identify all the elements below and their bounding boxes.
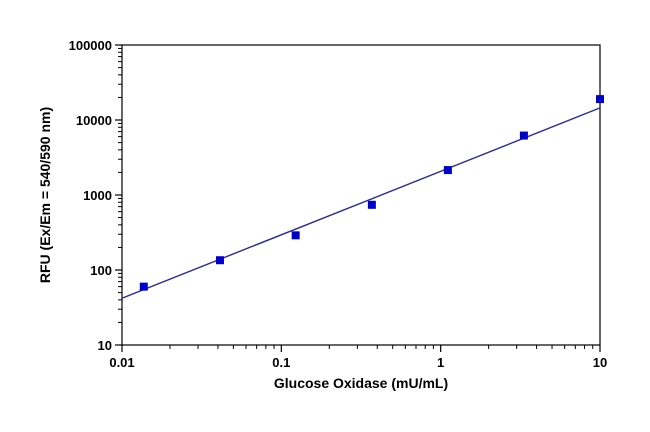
y-tick-label: 10 [98,338,112,353]
x-axis-label: Glucose Oxidase (mU/mL) [274,375,448,391]
data-point [139,282,148,291]
x-tick-label: 1 [437,355,444,370]
tick-labels-layer: 10 100 1000 10000 100000 0.01 0.1 1 10 [69,38,608,370]
y-axis-label: RFU (Ex/Em = 540/590 nm) [37,107,53,283]
y-tick-label: 1000 [83,188,112,203]
data-point [367,200,376,209]
data-point [215,256,224,265]
data-point [596,95,604,104]
plot-frame [121,44,601,346]
x-tick-label: 10 [593,355,607,370]
data-point [519,131,528,140]
x-tick-label: 0.1 [272,355,290,370]
x-tick-label: 0.01 [109,355,134,370]
y-tick-label: 10000 [76,113,112,128]
fit-line-layer [121,107,601,299]
data-point [291,231,300,240]
fit-line [121,107,601,299]
y-tick-label: 100000 [69,38,112,53]
data-point [443,166,452,175]
data-points-layer [139,95,604,291]
axes-layer [115,44,601,352]
y-tick-label: 100 [90,263,112,278]
